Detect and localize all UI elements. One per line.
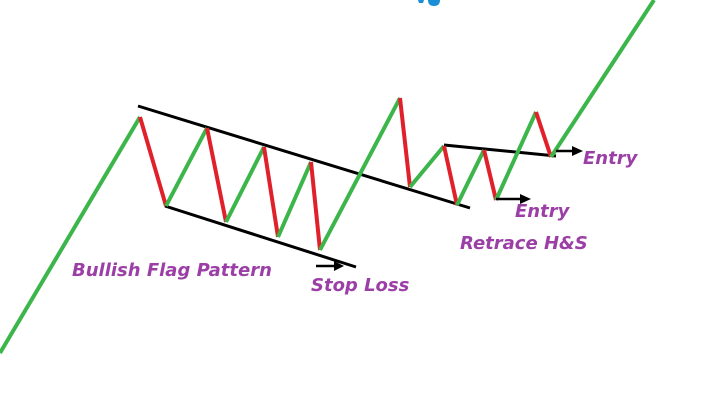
entry-upper-arrow: [556, 146, 583, 156]
down-leg-8: [534, 111, 553, 158]
up-leg-4: [276, 161, 313, 238]
up-leg-7: [455, 149, 486, 206]
stop-loss-arrow: [316, 261, 344, 271]
up-leg-8: [494, 111, 538, 201]
retrace-label: Retrace H&S: [460, 233, 588, 254]
up-leg-3: [224, 146, 266, 223]
down-leg-3: [262, 146, 280, 238]
partial-title-fragment: [418, 0, 440, 6]
down-leg-7: [482, 149, 498, 201]
up-leg-6: [408, 144, 446, 189]
stop-loss-label: Stop Loss: [311, 275, 410, 296]
down-leg-5: [398, 97, 412, 188]
up-leg-5: [318, 97, 402, 251]
entry-lower-label: Entry: [515, 201, 571, 222]
pattern-label: Bullish Flag Pattern: [72, 260, 272, 281]
entry-lower-arrow: [496, 194, 531, 204]
down-leg-4: [309, 161, 322, 251]
up-leg-1: [0, 115, 142, 355]
down-leg-6: [442, 145, 459, 206]
retrace-neckline: [443, 143, 557, 158]
up-leg-9: [549, 0, 656, 159]
down-leg-2: [205, 127, 228, 223]
down-leg-1: [138, 116, 168, 207]
up-leg-2: [164, 127, 209, 207]
flag-lower-trendline: [164, 204, 357, 269]
flag-upper-trendline: [137, 104, 471, 210]
entry-upper-label: Entry: [583, 148, 639, 169]
